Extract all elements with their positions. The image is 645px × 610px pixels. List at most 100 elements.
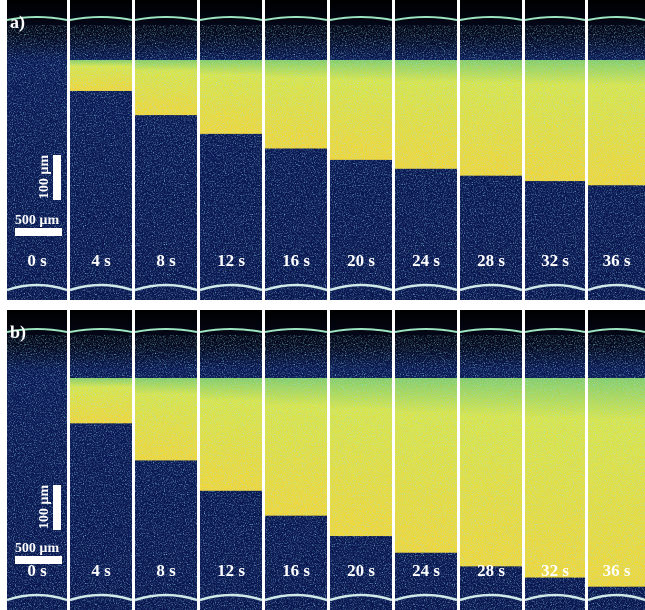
time-label: 12 s (217, 251, 245, 270)
surface-line (587, 328, 645, 333)
time-label: 4 s (91, 561, 111, 580)
time-label: 24 s (412, 251, 440, 270)
bottom-line (394, 283, 458, 292)
time-label: 0 s (27, 561, 47, 580)
surface-line (69, 16, 133, 21)
time-label: 20 s (347, 251, 375, 270)
frame: 36 s (587, 310, 645, 610)
frame: 8 s (134, 310, 198, 610)
frame: 4 s (69, 310, 133, 610)
panel-label: a) (10, 12, 25, 33)
frame: 24 s (394, 0, 458, 300)
panel: 0 s 4 s 8 s 12 s 16 s 20 s 24 s 28 s 32 s 36 s a) 1… (6, 0, 645, 300)
speckle (460, 335, 522, 610)
frame: 0 s (6, 310, 68, 610)
frame: 12 s (199, 310, 263, 610)
scale-bar-horizontal (15, 228, 62, 236)
scale-bar-vertical (53, 155, 61, 200)
frame: 28 s (459, 310, 523, 610)
bottom-line (459, 283, 523, 292)
speckle (265, 25, 327, 300)
surface-line (6, 328, 68, 333)
frame: 20 s (329, 310, 393, 610)
speckle (330, 25, 392, 300)
surface-line (69, 328, 133, 333)
bottom-line (524, 283, 586, 292)
bottom-line (459, 593, 523, 602)
surface-line (264, 16, 328, 21)
bottom-line (199, 593, 263, 602)
bottom-line (264, 283, 328, 292)
time-label: 16 s (282, 561, 310, 580)
surface-line (587, 16, 645, 21)
surface-line (134, 328, 198, 333)
bottom-line (587, 593, 645, 602)
bottom-line (394, 593, 458, 602)
scale-bar-horizontal (15, 556, 62, 564)
bottom-line (524, 593, 586, 602)
time-label: 8 s (156, 561, 176, 580)
surface-line (459, 328, 523, 333)
bottom-line (69, 283, 133, 292)
bottom-line (69, 593, 133, 602)
frame: 24 s (394, 310, 458, 610)
scale-horizontal-label: 500 µm (15, 213, 60, 228)
time-label: 20 s (347, 561, 375, 580)
scale-horizontal-label: 500 µm (15, 541, 60, 556)
bottom-line (264, 593, 328, 602)
bottom-line (6, 283, 68, 292)
time-label: 28 s (477, 251, 505, 270)
bottom-line (329, 283, 393, 292)
frame: 32 s (524, 310, 586, 610)
time-label: 32 s (541, 561, 569, 580)
speckle (135, 335, 197, 610)
surface-line (6, 16, 68, 21)
speckle (70, 25, 132, 300)
time-label: 0 s (27, 251, 47, 270)
surface-line (329, 16, 393, 21)
surface-line (524, 328, 586, 333)
frame: 0 s (6, 0, 68, 300)
frame: 16 s (264, 310, 328, 610)
bottom-line (6, 593, 68, 602)
surface-line (524, 16, 586, 21)
surface-line (199, 16, 263, 21)
frame: 20 s (329, 0, 393, 300)
speckle (70, 335, 132, 610)
frame: 16 s (264, 0, 328, 300)
frame: 32 s (524, 0, 586, 300)
scale-vertical-label: 100 µm (37, 485, 52, 530)
surface-line (264, 328, 328, 333)
time-label: 4 s (91, 251, 111, 270)
bottom-line (134, 593, 198, 602)
bottom-line (134, 283, 198, 292)
time-label: 36 s (603, 251, 631, 270)
speckle (588, 335, 645, 610)
surface-line (134, 16, 198, 21)
speckle (525, 25, 585, 300)
speckle (265, 335, 327, 610)
speckle (200, 25, 262, 300)
bottom-line (587, 283, 645, 292)
time-label: 32 s (541, 251, 569, 270)
bottom-line (329, 593, 393, 602)
frame: 8 s (134, 0, 198, 300)
frame: 28 s (459, 0, 523, 300)
bottom-line (199, 283, 263, 292)
speckle (7, 335, 67, 610)
panel: 0 s 4 s 8 s 12 s 16 s 20 s 24 s 28 s 32 s 36 s b) 1… (6, 310, 645, 610)
time-label: 8 s (156, 251, 176, 270)
surface-line (199, 328, 263, 333)
speckle (395, 335, 457, 610)
speckle (200, 335, 262, 610)
frame: 36 s (587, 0, 645, 300)
speckle (135, 25, 197, 300)
time-label: 12 s (217, 561, 245, 580)
time-label: 24 s (412, 561, 440, 580)
speckle (460, 25, 522, 300)
surface-line (394, 328, 458, 333)
time-label: 36 s (603, 561, 631, 580)
speckle (330, 335, 392, 610)
surface-line (459, 16, 523, 21)
